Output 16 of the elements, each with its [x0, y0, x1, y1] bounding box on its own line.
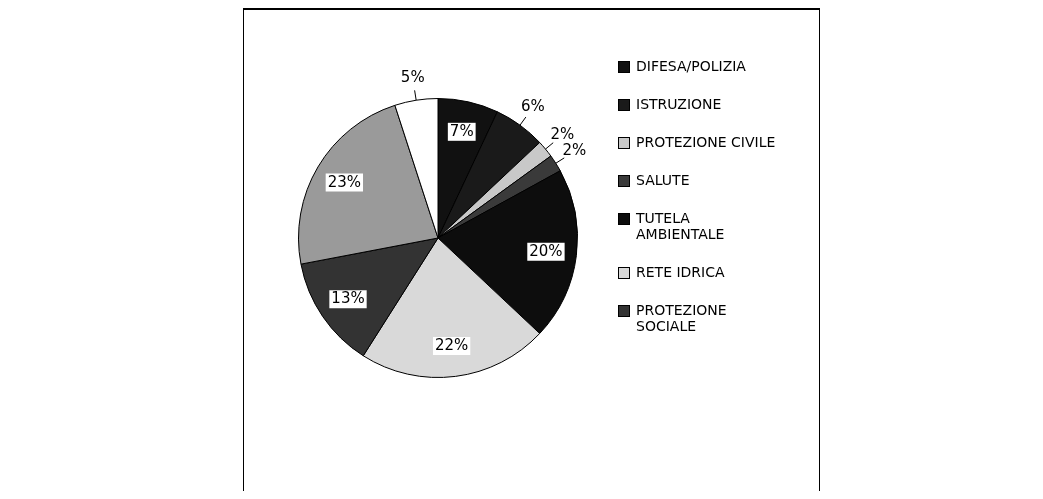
- data-label: 7%: [449, 121, 474, 140]
- legend-label: TUTELA AMBIENTALE: [636, 210, 726, 242]
- data-label: 6%: [521, 97, 545, 116]
- legend-label: RETE IDRICA: [636, 264, 726, 280]
- data-label: 23%: [327, 172, 362, 191]
- legend-label: SALUTE: [636, 172, 691, 188]
- legend-label: ISTRUZIONE: [636, 96, 723, 112]
- data-label: 13%: [331, 289, 365, 308]
- data-label: 2%: [562, 141, 587, 160]
- data-label: 20%: [529, 241, 563, 260]
- legend-label: PROTEZIONE CIVILE: [636, 134, 776, 150]
- legend-label: PROTEZIONE SOCIALE: [636, 302, 728, 334]
- data-label: 22%: [434, 335, 469, 354]
- data-label: 2%: [550, 124, 575, 143]
- data-label: 5%: [400, 68, 425, 87]
- legend-label: DIFESA/POLIZIA: [636, 58, 747, 74]
